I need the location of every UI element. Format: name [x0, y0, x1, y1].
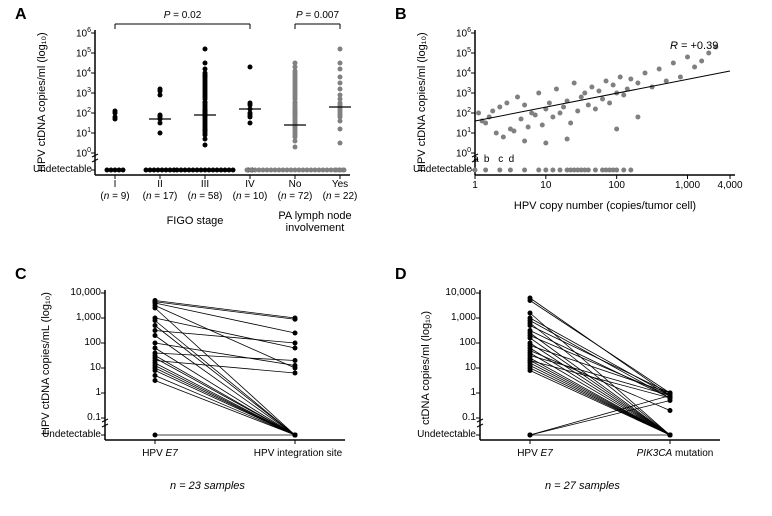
panel-d-x2: PIK3CA mutation: [620, 448, 730, 459]
tick-label: 1: [455, 180, 495, 191]
tick-label: No: [275, 179, 315, 190]
tick-label: 1,000: [412, 312, 476, 323]
panel-a-xtitle-left: FIGO stage: [145, 215, 245, 227]
panel-a-xtitle-right: PA lymph nodeinvolvement: [270, 210, 360, 234]
panel-d-x1: HPV E7: [495, 448, 575, 459]
tick-label: 101: [413, 127, 471, 139]
tick-label: 100: [37, 337, 101, 348]
tick-label: 4,000: [710, 180, 750, 191]
tick-label: 10,000: [412, 287, 476, 298]
tick-label: 105: [413, 47, 471, 59]
tick-label: Undetectable: [413, 164, 471, 175]
panel-b-r-text: R = +0.39: [670, 40, 718, 52]
tick-label: 102: [413, 107, 471, 119]
tick-label: (n = 72): [270, 191, 320, 202]
tick-label: (n = 22): [315, 191, 365, 202]
tick-label: 0.1: [37, 412, 101, 423]
tick-label: d: [506, 154, 516, 165]
tick-label: 100: [412, 337, 476, 348]
tick-label: 100: [597, 180, 637, 191]
tick-label: b: [482, 154, 492, 165]
tick-label: Undetectable: [33, 164, 91, 175]
tick-label: 10: [37, 362, 101, 373]
tick-label: 100: [33, 147, 91, 159]
tick-label: II: [140, 179, 180, 190]
tick-label: 1: [412, 387, 476, 398]
tick-label: P = 0.02: [148, 10, 218, 21]
panel-d-n: n = 27 samples: [545, 480, 620, 492]
tick-label: 104: [33, 67, 91, 79]
tick-label: 105: [33, 47, 91, 59]
tick-label: 102: [33, 107, 91, 119]
tick-label: 0.1: [412, 412, 476, 423]
tick-label: Yes: [320, 179, 360, 190]
tick-label: 1,000: [668, 180, 708, 191]
tick-label: (n = 17): [135, 191, 185, 202]
tick-label: 1,000: [37, 312, 101, 323]
tick-label: IV: [230, 179, 270, 190]
tick-label: III: [185, 179, 225, 190]
tick-label: 1: [37, 387, 101, 398]
tick-label: 106: [33, 27, 91, 39]
figure-root: A B C D HPV ctDNA copies/ml (log₁₀) HPV …: [0, 0, 772, 516]
tick-label: c: [496, 154, 506, 165]
tick-label: 10,000: [37, 287, 101, 298]
tick-label: 106: [413, 27, 471, 39]
plot-svg: [0, 0, 772, 516]
tick-label: 100: [413, 147, 471, 159]
panel-c-n: n = 23 samples: [170, 480, 245, 492]
tick-label: a: [471, 154, 481, 165]
tick-label: 103: [33, 87, 91, 99]
tick-label: 104: [413, 67, 471, 79]
tick-label: Undetectable: [37, 429, 101, 440]
panel-c-x2: HPV integration site: [238, 448, 358, 459]
tick-label: (n = 58): [180, 191, 230, 202]
panel-c-x1: HPV E7: [120, 448, 200, 459]
panel-b-xtitle: HPV copy number (copies/tumor cell): [505, 200, 705, 212]
tick-label: 10: [412, 362, 476, 373]
tick-label: 101: [33, 127, 91, 139]
tick-label: P = 0.007: [283, 10, 353, 21]
tick-label: 10: [526, 180, 566, 191]
tick-label: Undetectable: [412, 429, 476, 440]
tick-label: 103: [413, 87, 471, 99]
tick-label: (n = 10): [225, 191, 275, 202]
tick-label: I: [95, 179, 135, 190]
tick-label: (n = 9): [90, 191, 140, 202]
